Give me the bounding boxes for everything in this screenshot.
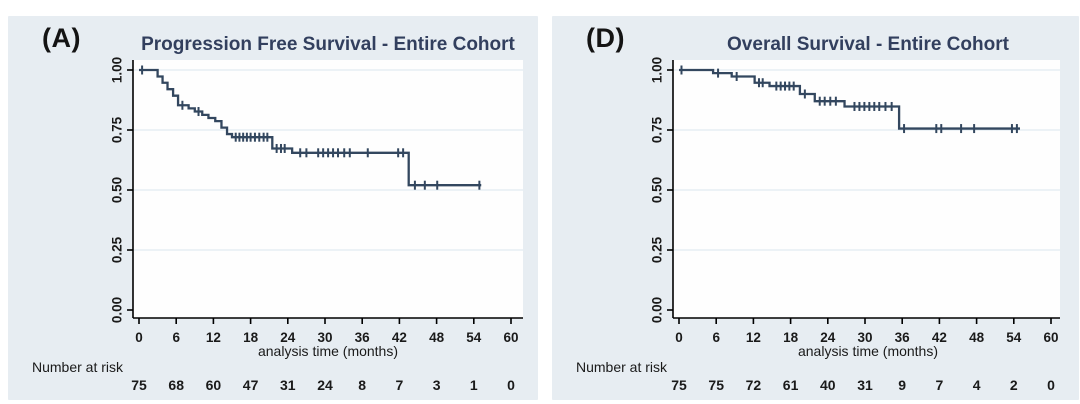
risk-count: 0 (1047, 377, 1055, 393)
chart-title-pfs: Progression Free Survival - Entire Cohor… (141, 34, 515, 55)
number-at-risk-label-pfs: Number at risk (32, 359, 124, 375)
y-tick-label: 0.00 (110, 297, 125, 323)
x-axis-label-os: analysis time (months) (797, 343, 939, 359)
y-tick-label: 1.00 (650, 57, 665, 83)
y-tick-label: 0.25 (110, 236, 125, 263)
km-chart-pfs: 0.000.250.500.751.0007566812601847243130… (110, 57, 523, 393)
y-tick-label: 0.50 (650, 177, 665, 203)
x-tick-label: 60 (503, 330, 518, 345)
y-tick-label: 0.00 (650, 297, 665, 323)
x-tick-label: 12 (206, 330, 221, 345)
x-tick-label: 24 (820, 330, 836, 345)
risk-count: 2 (1010, 377, 1018, 393)
risk-count: 7 (936, 377, 944, 393)
risk-count: 7 (396, 377, 404, 393)
risk-count: 0 (507, 377, 515, 393)
risk-count: 9 (898, 377, 906, 393)
risk-count: 31 (280, 377, 296, 393)
x-tick-label: 0 (675, 330, 683, 345)
x-tick-label: 6 (172, 330, 180, 345)
x-tick-label: 48 (429, 330, 445, 345)
risk-count: 8 (358, 377, 366, 393)
panel-overall-survival: (D) Overall Survival - Entire Cohort 0.0… (552, 16, 1079, 400)
y-tick-label: 0.25 (650, 236, 665, 263)
x-tick-label: 42 (932, 330, 947, 345)
risk-count: 61 (783, 377, 799, 393)
y-tick-label: 0.75 (110, 116, 125, 143)
x-tick-label: 18 (783, 330, 799, 345)
panel-label-a: (A) (42, 23, 81, 53)
x-tick-label: 18 (243, 330, 259, 345)
risk-count: 75 (671, 377, 687, 393)
x-tick-label: 30 (857, 330, 872, 345)
chart-title-os: Overall Survival - Entire Cohort (727, 34, 1009, 55)
risk-count: 72 (746, 377, 762, 393)
x-tick-label: 36 (895, 330, 911, 345)
plot-background (673, 60, 1060, 318)
y-tick-label: 0.75 (650, 116, 665, 143)
risk-count: 40 (820, 377, 836, 393)
x-tick-label: 30 (317, 330, 332, 345)
risk-count: 68 (168, 377, 184, 393)
km-chart-os: 0.000.250.500.751.0007567512721861244030… (650, 57, 1060, 393)
risk-count: 4 (973, 377, 981, 393)
x-tick-label: 6 (712, 330, 720, 345)
x-tick-label: 54 (1006, 330, 1022, 345)
survival-curve (139, 68, 482, 187)
y-tick-label: 0.50 (110, 177, 125, 203)
y-tick-label: 1.00 (110, 57, 125, 83)
x-tick-label: 12 (746, 330, 761, 345)
plot-background (133, 60, 523, 318)
risk-count: 60 (206, 377, 222, 393)
panel-label-d: (D) (586, 23, 625, 53)
panel-progression-free-survival: (A) Progression Free Survival - Entire C… (8, 16, 538, 400)
risk-count: 75 (708, 377, 724, 393)
risk-count: 47 (243, 377, 259, 393)
x-tick-label: 0 (135, 330, 143, 345)
x-tick-label: 42 (392, 330, 407, 345)
number-at-risk-label-os: Number at risk (576, 359, 668, 375)
risk-count: 75 (131, 377, 147, 393)
x-tick-label: 60 (1043, 330, 1058, 345)
x-axis-label-pfs: analysis time (months) (257, 343, 399, 359)
x-tick-label: 48 (969, 330, 985, 345)
x-tick-label: 24 (280, 330, 296, 345)
risk-count: 1 (470, 377, 478, 393)
x-tick-label: 36 (355, 330, 371, 345)
risk-count: 3 (433, 377, 441, 393)
x-tick-label: 54 (466, 330, 482, 345)
risk-count: 24 (317, 377, 333, 393)
risk-count: 31 (857, 377, 873, 393)
